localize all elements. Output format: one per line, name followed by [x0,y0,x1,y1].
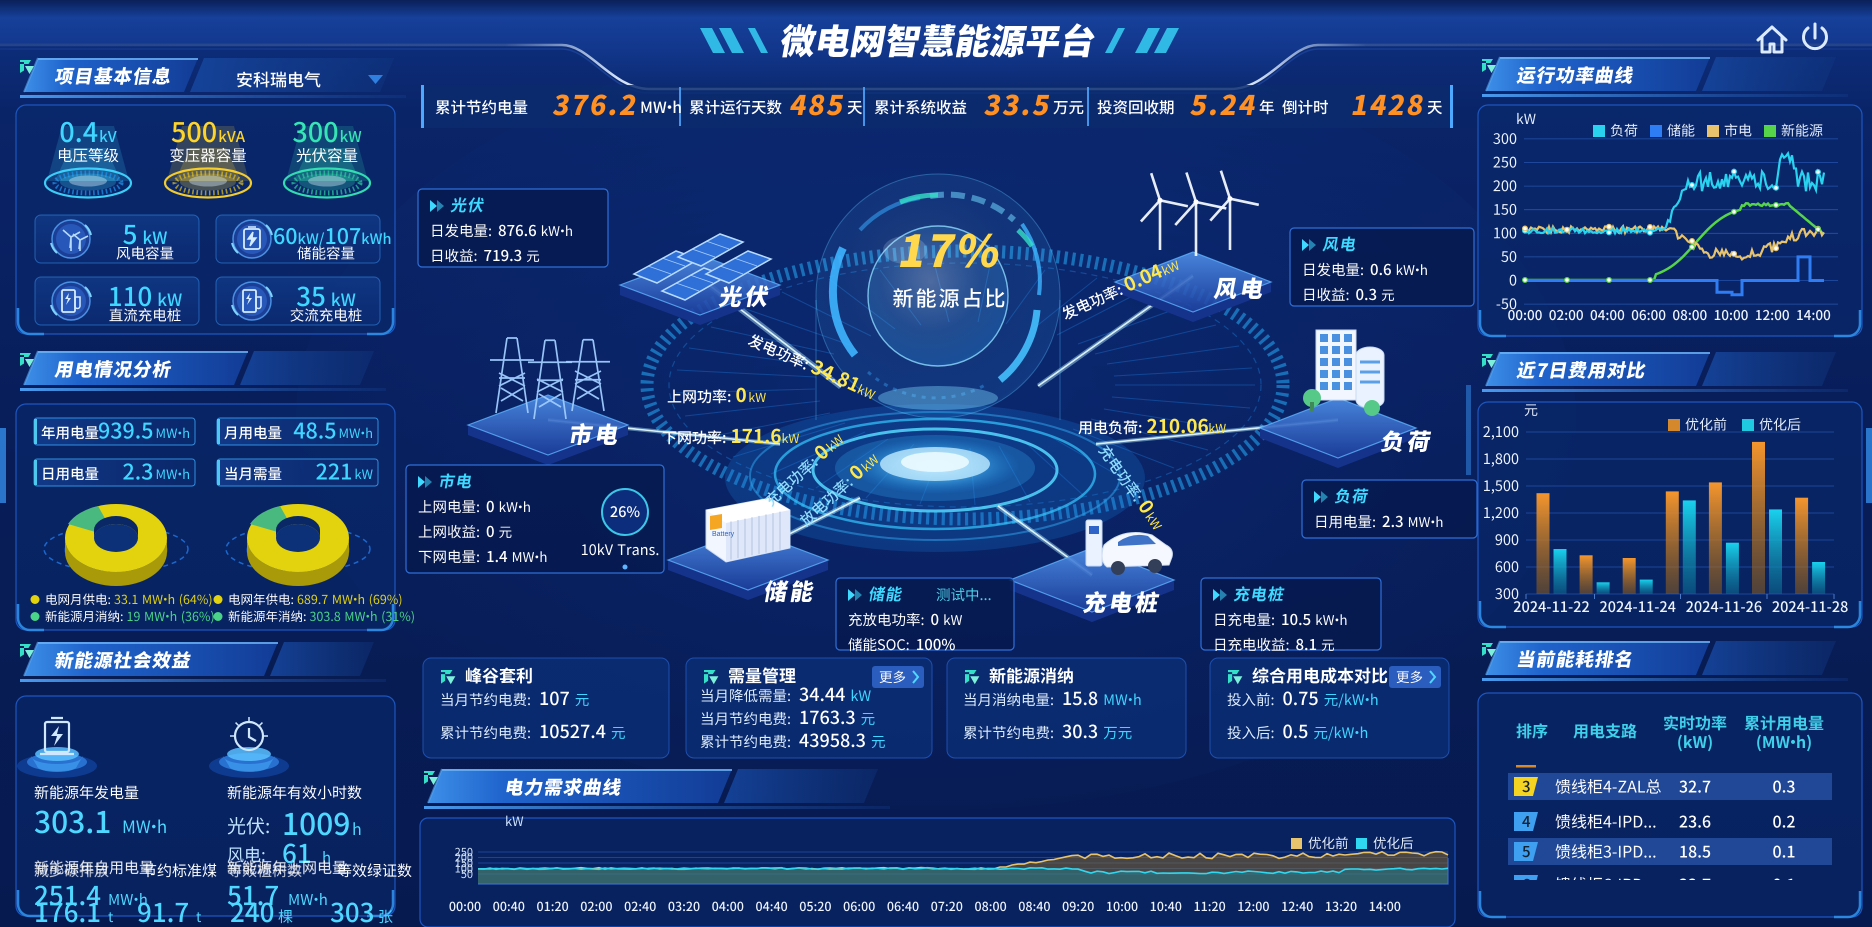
svg-text:Battery: Battery [712,531,735,538]
